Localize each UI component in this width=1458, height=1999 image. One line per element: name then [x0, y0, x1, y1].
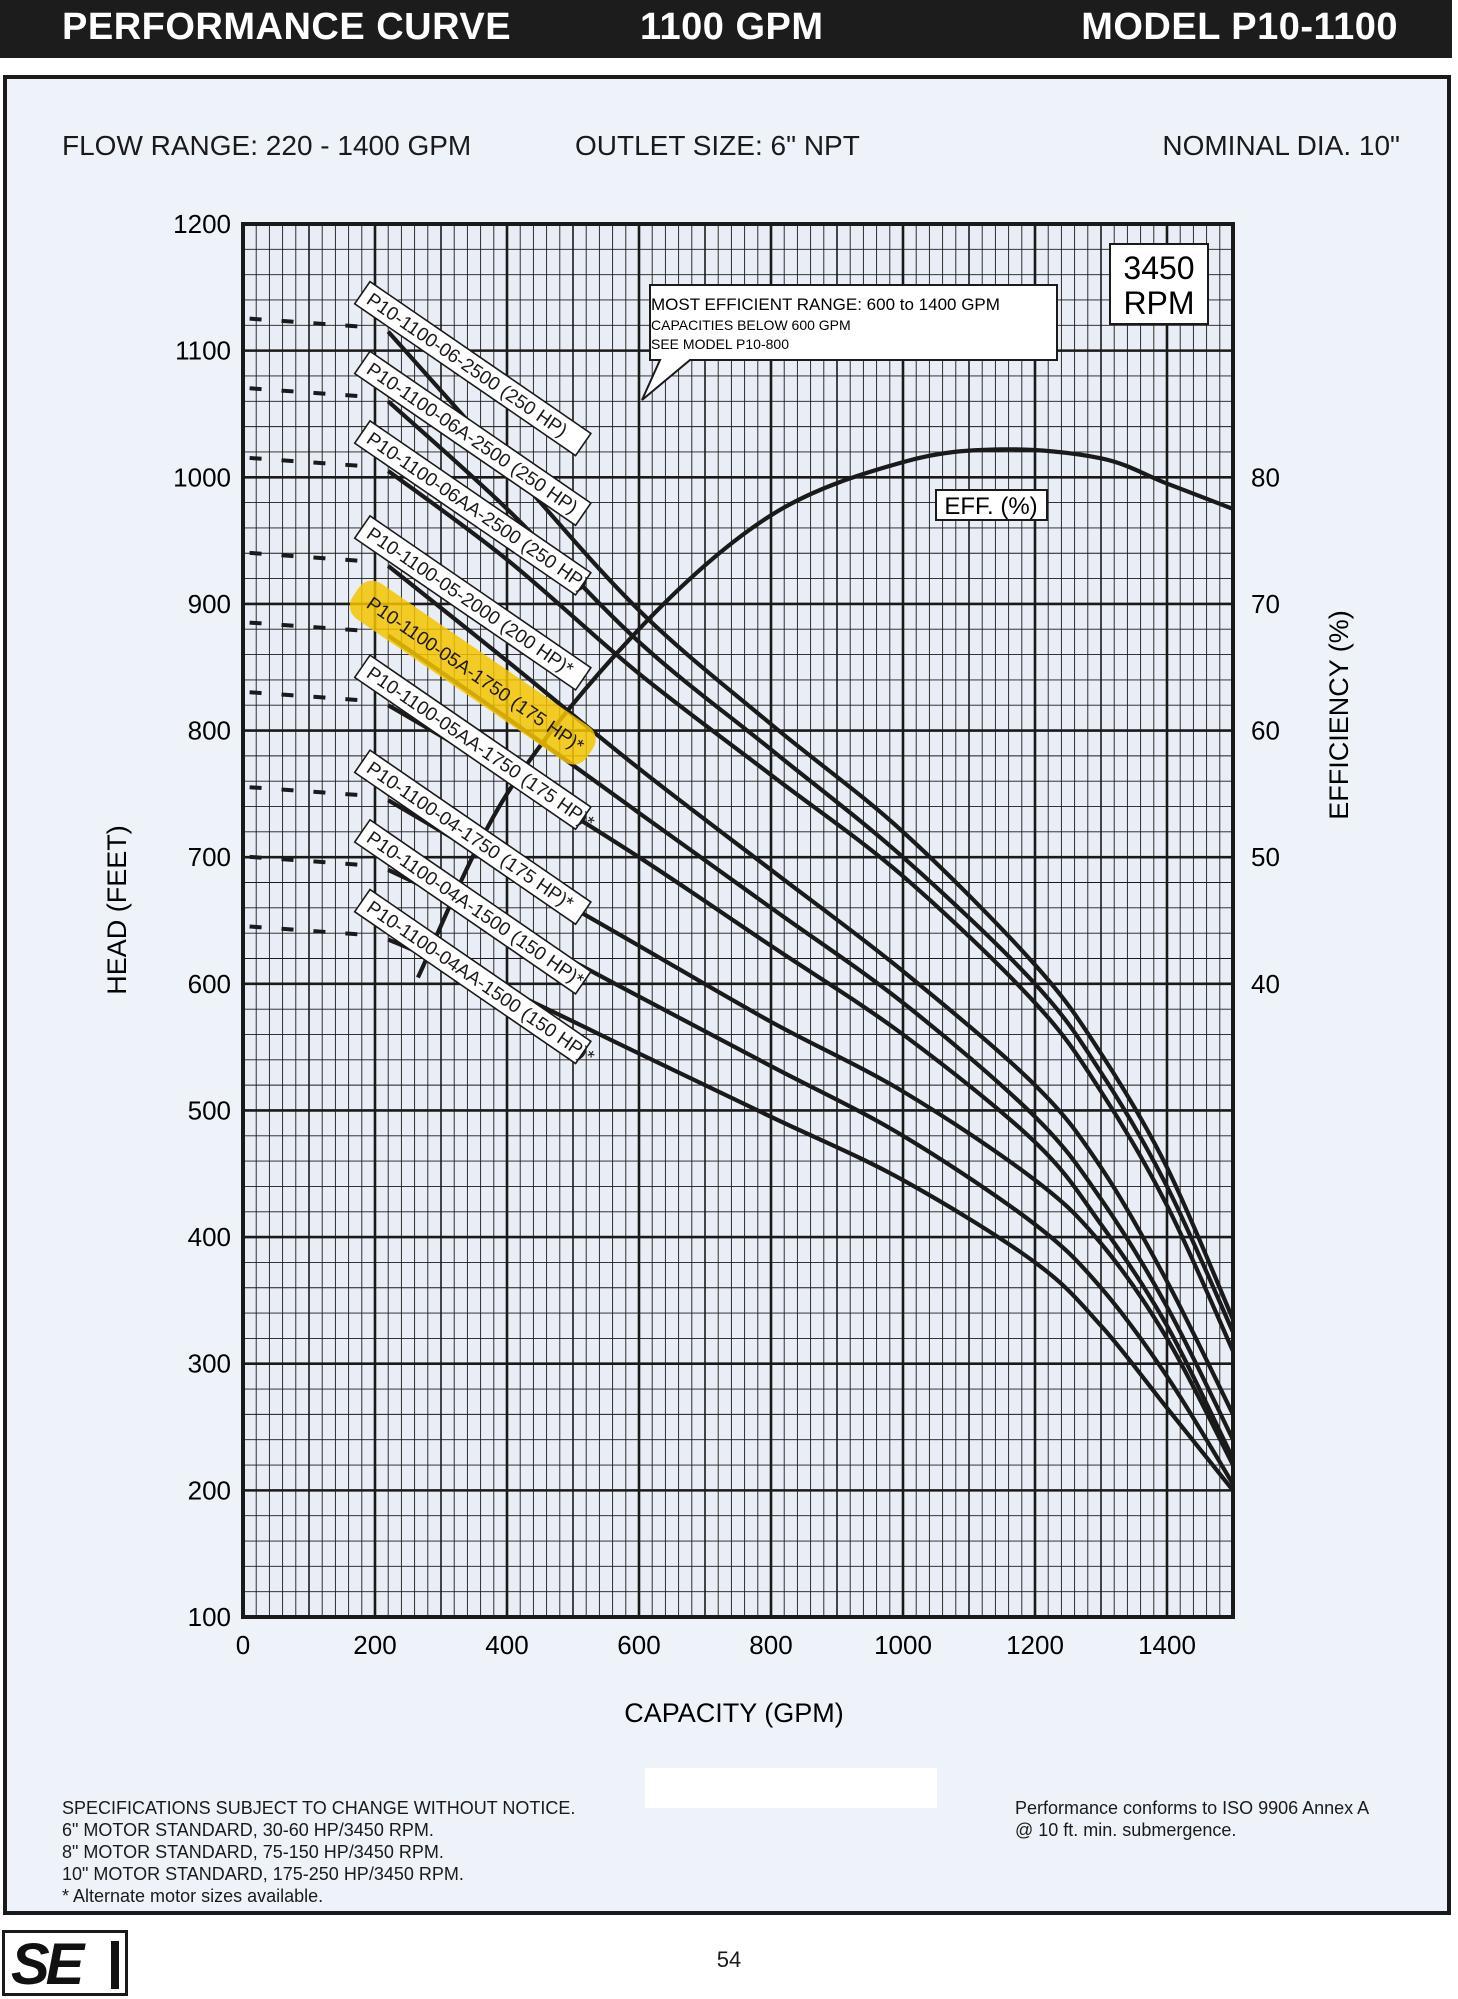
- y-tick-label: 100: [188, 1602, 231, 1632]
- pump-curve: [386, 564, 1235, 1416]
- plot-border: [241, 222, 1235, 1619]
- y-tick-label: 900: [188, 589, 231, 619]
- header-flow: 1100 GPM: [640, 6, 824, 48]
- callout-line-3: SEE MODEL P10-800: [651, 336, 789, 352]
- curve-label-box: [353, 818, 592, 995]
- header-model: MODEL P10-1100: [1081, 6, 1398, 48]
- y2-tick-label: 50: [1251, 842, 1280, 872]
- curve-label-box: [353, 654, 592, 831]
- dashed-extension: [249, 620, 376, 634]
- y-tick-label: 1000: [173, 462, 231, 492]
- dashed-extension: [249, 386, 376, 400]
- y-tick-label: 1100: [175, 336, 231, 366]
- footnote-line: 8" MOTOR STANDARD, 75-150 HP/3450 RPM.: [62, 1842, 444, 1862]
- efficiency-curve: [416, 447, 1234, 979]
- rpm-box: 3450 RPM: [1109, 243, 1209, 325]
- y-tick-label: 300: [188, 1349, 231, 1379]
- y2-tick-label: 80: [1251, 462, 1280, 492]
- dashed-extension: [249, 550, 376, 564]
- x-tick-label: 400: [485, 1630, 528, 1660]
- efficiency-label-text: EFF. (%): [944, 493, 1037, 520]
- efficient-range-callout: MOST EFFICIENT RANGE: 600 to 1400 GPM CA…: [641, 284, 1058, 401]
- nominal-diameter: NOMINAL DIA. 10": [1162, 130, 1400, 161]
- rpm-unit: RPM: [1123, 285, 1194, 321]
- x-tick-label: 1400: [1138, 1630, 1196, 1660]
- dashed-extension: [249, 854, 376, 868]
- pump-curve: [386, 469, 1235, 1352]
- y2-tick-label: 60: [1251, 716, 1280, 746]
- flow-range: FLOW RANGE: 220 - 1400 GPM: [62, 130, 472, 161]
- x-tick-label: 1000: [874, 1630, 932, 1660]
- curve-label-box: [353, 514, 592, 692]
- logo-text: SE: [11, 1932, 84, 1997]
- y-axis-title: HEAD (FEET): [102, 825, 132, 995]
- curve-label-box: [353, 280, 592, 457]
- footnote-line: 6" MOTOR STANDARD, 30-60 HP/3450 RPM.: [62, 1820, 434, 1840]
- footnote-line: SPECIFICATIONS SUBJECT TO CHANGE WITHOUT…: [62, 1798, 576, 1818]
- footnote-line: 10" MOTOR STANDARD, 175-250 HP/3450 RPM.: [62, 1864, 464, 1884]
- dashed-extension: [249, 690, 376, 704]
- efficiency-label: EFF. (%): [935, 489, 1048, 521]
- y-tick-label: 1200: [173, 209, 231, 239]
- outlet-size: OUTLET SIZE: 6" NPT: [575, 130, 860, 161]
- header-bar: PERFORMANCE CURVE 1100 GPM MODEL P10-110…: [0, 0, 1452, 58]
- y-tick-label: 400: [188, 1222, 231, 1252]
- y-tick-label: 800: [188, 716, 231, 746]
- dashed-extension: [249, 924, 376, 938]
- rpm-value: 3450: [1123, 250, 1194, 286]
- callout-line-1: MOST EFFICIENT RANGE: 600 to 1400 GPM: [651, 295, 1000, 314]
- curve-label-box: [353, 419, 592, 597]
- dashed-extension: [249, 785, 376, 799]
- x-tick-label: 1200: [1006, 1630, 1064, 1660]
- y2-axis-title: EFFICIENCY (%): [1324, 610, 1354, 820]
- header-title: PERFORMANCE CURVE: [62, 6, 512, 48]
- footnotes-left: SPECIFICATIONS SUBJECT TO CHANGE WITHOUT…: [62, 1797, 575, 1907]
- y-tick-label: 200: [188, 1475, 231, 1505]
- company-logo: SE: [2, 1930, 128, 1997]
- pump-curve: [387, 937, 1235, 1492]
- dashed-extension: [249, 455, 376, 469]
- x-tick-label: 200: [353, 1630, 396, 1660]
- footnote-line: @ 10 ft. min. submergence.: [1015, 1820, 1237, 1840]
- y-tick-label: 500: [188, 1095, 231, 1125]
- y-tick-label: 600: [188, 969, 231, 999]
- x-tick-label: 800: [749, 1630, 792, 1660]
- page-number: 54: [716, 1947, 742, 1972]
- logo-bar-icon: [111, 1941, 119, 1989]
- curve-label-box: [353, 350, 592, 527]
- footnote-line: * Alternate motor sizes available.: [62, 1886, 324, 1906]
- curve-label-box: [353, 888, 592, 1065]
- x-tick-label: 0: [236, 1630, 250, 1660]
- x-tick-label: 600: [617, 1630, 660, 1660]
- callout-line-2: CAPACITIES BELOW 600 GPM: [651, 317, 851, 333]
- dashed-extensions: [249, 316, 376, 938]
- dashed-extension: [249, 316, 376, 330]
- blank-label-box: [645, 1768, 937, 1808]
- highlight-marker: [349, 580, 596, 765]
- curve-label-box: [353, 749, 592, 926]
- x-axis-title: CAPACITY (GPM): [624, 1698, 844, 1728]
- y2-tick-label: 70: [1251, 589, 1280, 619]
- chart-axes: 0 200 400 600 800 1000 1200 1400 100 200 300 400 500…: [173, 209, 1280, 1660]
- footnote-line: Performance conforms to ISO 9906 Annex A: [1015, 1798, 1370, 1818]
- y-tick-label: 700: [188, 842, 231, 872]
- y2-tick-label: 40: [1251, 969, 1280, 999]
- footnotes-right: Performance conforms to ISO 9906 Annex A…: [1015, 1797, 1369, 1841]
